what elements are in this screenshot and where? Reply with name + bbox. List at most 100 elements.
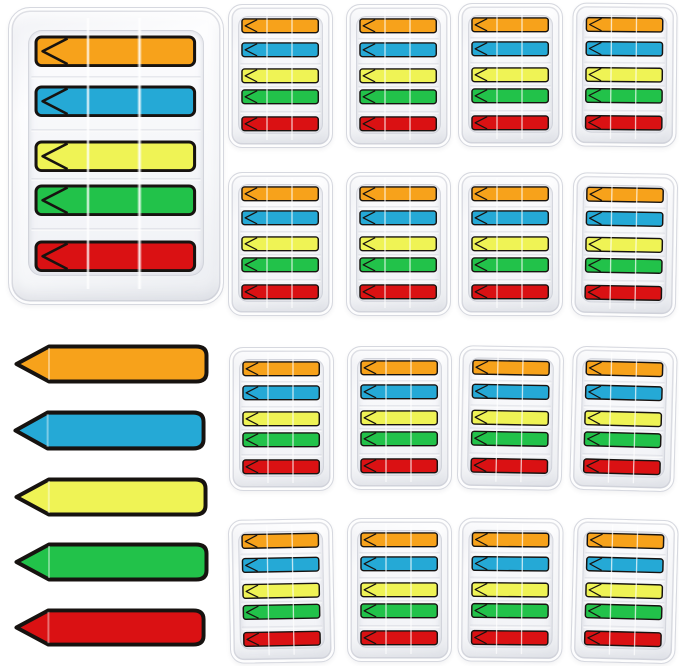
arrow-tab-orange bbox=[359, 186, 437, 202]
arrow-tab-blue bbox=[471, 555, 550, 572]
tray-ridge bbox=[469, 109, 552, 113]
arrow-tab-blue bbox=[585, 40, 664, 57]
tray-ridge bbox=[240, 380, 323, 384]
arrow-tab-orange bbox=[241, 532, 320, 549]
arrow-tab-yellow bbox=[360, 410, 438, 426]
tab-dispenser-case-small bbox=[570, 517, 679, 665]
tray-ridge bbox=[358, 577, 441, 581]
arrow-tab-yellow bbox=[34, 140, 196, 172]
tray-ridge bbox=[358, 452, 441, 456]
tray-ridge bbox=[358, 379, 441, 383]
arrow-tab-yellow bbox=[242, 411, 320, 427]
arrow-tab-green bbox=[359, 89, 437, 105]
tray-ridge bbox=[357, 254, 440, 258]
arrow-tab-orange bbox=[242, 361, 320, 377]
tab-dispenser-case-small bbox=[229, 347, 334, 491]
arrow-tab-yellow bbox=[471, 236, 549, 252]
tray-ridge bbox=[31, 227, 201, 231]
arrow-tab-orange bbox=[585, 360, 664, 378]
tab-dispenser-case-large bbox=[8, 7, 224, 305]
tab-dispenser-case-small bbox=[569, 345, 678, 493]
tray-ridge bbox=[358, 551, 441, 555]
tab-dispenser-case-small bbox=[347, 518, 452, 662]
arrow-tab-blue bbox=[360, 556, 438, 572]
arrow-tab-yellow bbox=[359, 68, 437, 84]
tray-ridge bbox=[239, 278, 322, 282]
tray-ridge bbox=[31, 177, 201, 181]
tray-ridge bbox=[240, 453, 323, 457]
tray-ridge bbox=[31, 129, 201, 133]
arrow-tab-red bbox=[471, 284, 549, 300]
arrow-tab-blue bbox=[242, 385, 320, 401]
arrow-tab-blue bbox=[34, 85, 196, 118]
arrow-tab-red bbox=[470, 458, 549, 475]
arrow-tab-orange bbox=[471, 531, 550, 548]
arrow-tab-red bbox=[242, 631, 321, 648]
tray-ridge bbox=[469, 278, 552, 282]
loose-arrow-blue bbox=[13, 410, 206, 451]
arrow-tab-green bbox=[360, 431, 438, 447]
arrow-tab-red bbox=[360, 630, 438, 646]
arrow-tab-red bbox=[584, 115, 663, 132]
tab-dispenser-case-small bbox=[570, 172, 679, 318]
arrow-tab-red bbox=[359, 116, 437, 132]
tray-ridge bbox=[240, 429, 323, 433]
arrow-tab-orange bbox=[360, 532, 438, 548]
arrow-tab-green bbox=[241, 89, 319, 105]
tray-ridge bbox=[239, 231, 322, 235]
arrow-tab-green bbox=[242, 604, 321, 621]
arrow-tab-yellow bbox=[241, 236, 319, 252]
tab-dispenser-case-small bbox=[347, 346, 452, 490]
tray-ridge bbox=[239, 37, 322, 41]
tray-ridge bbox=[239, 86, 322, 90]
arrow-tab-red bbox=[470, 630, 549, 647]
loose-arrow-green bbox=[14, 542, 209, 582]
arrow-tab-green bbox=[584, 88, 663, 105]
tray-ridge bbox=[469, 254, 552, 258]
tray-ridge bbox=[357, 231, 440, 235]
tray-ridge bbox=[358, 405, 441, 409]
tray-ridge bbox=[469, 231, 552, 235]
arrow-tab-orange bbox=[586, 532, 665, 550]
tray-ridge bbox=[358, 624, 441, 628]
arrow-tab-blue bbox=[241, 42, 319, 58]
arrow-tab-blue bbox=[471, 210, 549, 226]
arrow-tab-orange bbox=[471, 17, 549, 33]
arrow-tab-red bbox=[241, 116, 319, 132]
arrow-tab-yellow bbox=[241, 68, 319, 84]
arrow-tab-blue bbox=[585, 210, 664, 227]
tray-ridge bbox=[469, 205, 552, 209]
arrow-tab-blue bbox=[241, 556, 320, 573]
tray-ridge bbox=[357, 110, 440, 114]
arrow-tab-yellow bbox=[585, 236, 663, 254]
arrow-tab-red bbox=[360, 458, 438, 474]
tray-ridge bbox=[358, 428, 441, 432]
arrow-tab-orange bbox=[585, 186, 664, 203]
arrow-tab-yellow bbox=[584, 582, 663, 600]
arrow-tab-green bbox=[471, 88, 549, 104]
arrow-tab-green bbox=[360, 603, 438, 619]
tray-ridge bbox=[469, 36, 552, 40]
arrow-tab-yellow bbox=[359, 236, 437, 252]
tray-ridge bbox=[239, 63, 322, 67]
loose-arrow-orange bbox=[14, 344, 209, 384]
arrow-tab-blue bbox=[471, 41, 549, 57]
arrow-tab-red bbox=[471, 115, 549, 131]
loose-arrow-yellow bbox=[14, 477, 208, 517]
tray-ridge bbox=[239, 110, 322, 114]
arrow-tab-orange bbox=[241, 18, 319, 34]
arrow-tab-orange bbox=[359, 18, 437, 34]
arrow-tab-yellow bbox=[471, 67, 549, 83]
arrow-tab-yellow bbox=[585, 67, 663, 83]
tray-ridge bbox=[469, 62, 552, 66]
arrow-tab-green bbox=[470, 431, 549, 448]
arrow-tab-green bbox=[583, 431, 662, 449]
arrow-tab-green bbox=[584, 258, 663, 275]
arrow-tab-green bbox=[359, 257, 437, 273]
arrow-tab-red bbox=[359, 284, 437, 300]
arrow-tab-blue bbox=[359, 42, 437, 58]
arrow-tab-red bbox=[583, 630, 662, 648]
tray-ridge bbox=[357, 205, 440, 209]
arrow-tab-orange bbox=[471, 186, 549, 202]
